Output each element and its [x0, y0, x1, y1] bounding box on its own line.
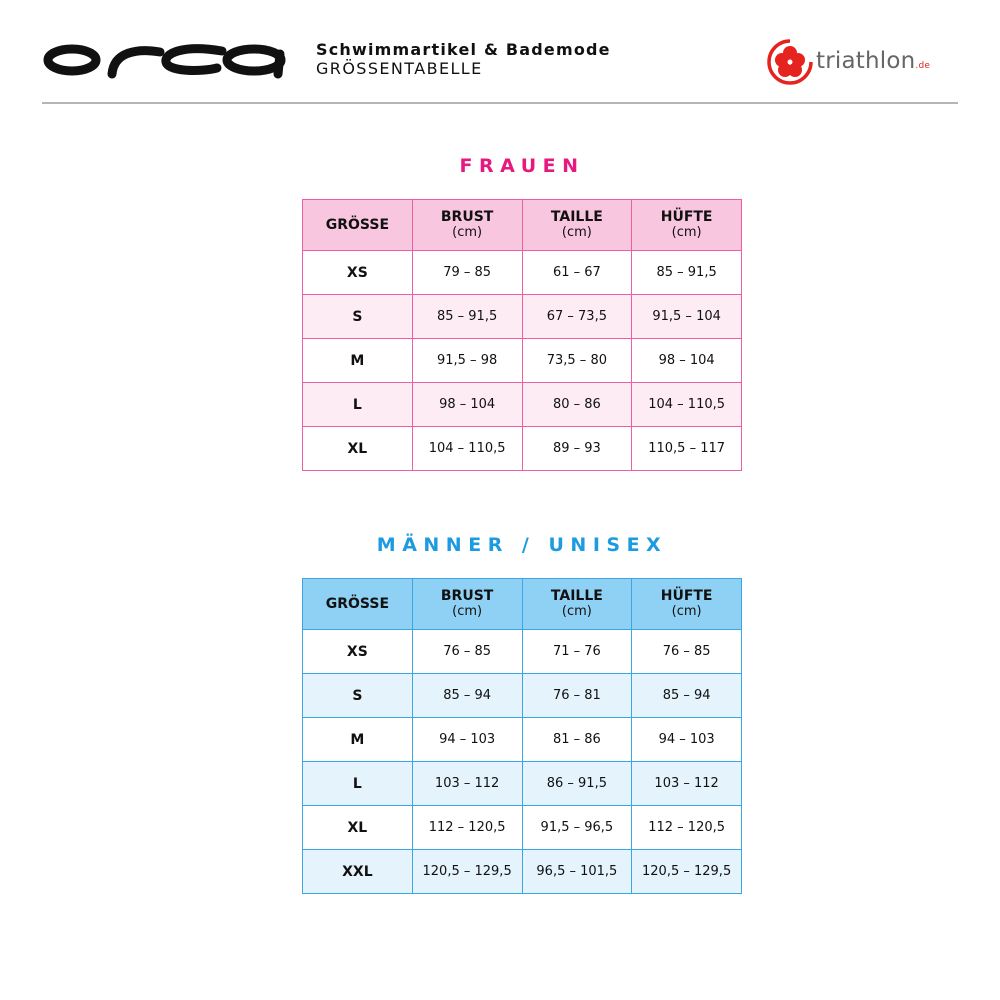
- column-header: HÜFTE (cm): [631, 199, 742, 251]
- column-unit: (cm): [452, 604, 483, 619]
- measurement-cell: 96,5 – 101,5: [521, 849, 633, 894]
- table-row: S 85 – 94 76 – 81 85 – 94: [302, 673, 742, 718]
- size-cell: XXL: [302, 849, 413, 894]
- size-cell: S: [302, 294, 413, 339]
- column-unit: (cm): [561, 604, 592, 619]
- men-section-title: MÄNNER / UNISEX: [376, 534, 668, 556]
- column-label: HÜFTE: [660, 209, 713, 225]
- column-label: BRUST: [440, 209, 494, 225]
- measurement-cell: 94 – 103: [631, 717, 742, 762]
- measurement-cell: 120,5 – 129,5: [631, 849, 742, 894]
- men-size-table: GRÖSSE BRUST (cm) TAILLE (cm) HÜFTE (cm) XS 76 –…: [302, 578, 742, 894]
- subtitle-line2: GRÖSSENTABELLE: [316, 59, 483, 78]
- table-row: M 91,5 – 98 73,5 – 80 98 – 104: [302, 338, 742, 383]
- column-label: GRÖSSE: [325, 596, 390, 612]
- measurement-cell: 104 – 110,5: [411, 426, 523, 471]
- measurement-cell: 91,5 – 98: [411, 338, 523, 383]
- size-cell: M: [302, 338, 413, 383]
- column-header: GRÖSSE: [302, 578, 413, 630]
- column-unit: (cm): [671, 225, 702, 240]
- measurement-cell: 103 – 112: [631, 761, 742, 806]
- header-divider: [42, 102, 958, 104]
- table-row: S 85 – 91,5 67 – 73,5 91,5 – 104: [302, 294, 742, 339]
- measurement-cell: 73,5 – 80: [521, 338, 633, 383]
- column-label: TAILLE: [550, 588, 603, 604]
- size-cell: XL: [302, 805, 413, 850]
- measurement-cell: 80 – 86: [521, 382, 633, 427]
- measurement-cell: 110,5 – 117: [631, 426, 742, 471]
- measurement-cell: 81 – 86: [521, 717, 633, 762]
- column-unit: (cm): [452, 225, 483, 240]
- column-label: BRUST: [440, 588, 494, 604]
- partner-suffix: .de: [915, 61, 931, 71]
- table-row: XS 76 – 85 71 – 76 76 – 85: [302, 629, 742, 674]
- column-unit: (cm): [561, 225, 592, 240]
- measurement-cell: 89 – 93: [521, 426, 633, 471]
- women-section-title: FRAUEN: [459, 155, 585, 177]
- partner-word: triathlon: [816, 48, 916, 74]
- column-header: BRUST (cm): [411, 578, 523, 630]
- women-size-table: GRÖSSE BRUST (cm) TAILLE (cm) HÜFTE (cm) XS 79 –…: [302, 199, 742, 471]
- table-row: XS 79 – 85 61 – 67 85 – 91,5: [302, 250, 742, 295]
- hibiscus-flower-icon: [767, 39, 813, 85]
- column-header: TAILLE (cm): [521, 578, 633, 630]
- size-cell: XS: [302, 250, 413, 295]
- column-header: BRUST (cm): [411, 199, 523, 251]
- measurement-cell: 98 – 104: [411, 382, 523, 427]
- measurement-cell: 67 – 73,5: [521, 294, 633, 339]
- measurement-cell: 71 – 76: [521, 629, 633, 674]
- measurement-cell: 61 – 67: [521, 250, 633, 295]
- measurement-cell: 104 – 110,5: [631, 382, 742, 427]
- measurement-cell: 86 – 91,5: [521, 761, 633, 806]
- subtitle-line1: Schwimmartikel & Bademode: [316, 40, 611, 59]
- header-subtitle: Schwimmartikel & Bademode GRÖSSENTABELLE: [316, 40, 611, 78]
- column-header: HÜFTE (cm): [631, 578, 742, 630]
- orca-logo: [43, 44, 286, 79]
- column-label: HÜFTE: [660, 588, 713, 604]
- table-row: M 94 – 103 81 – 86 94 – 103: [302, 717, 742, 762]
- table-row: XXL 120,5 – 129,5 96,5 – 101,5 120,5 – 129,…: [302, 849, 742, 894]
- table-row: XL 112 – 120,5 91,5 – 96,5 112 – 120,5: [302, 805, 742, 850]
- measurement-cell: 85 – 91,5: [411, 294, 523, 339]
- table-row: XL 104 – 110,5 89 – 93 110,5 – 117: [302, 426, 742, 471]
- measurement-cell: 85 – 94: [631, 673, 742, 718]
- column-label: GRÖSSE: [325, 217, 390, 233]
- measurement-cell: 91,5 – 96,5: [521, 805, 633, 850]
- triathlon-logo: triathlon.de: [766, 38, 966, 88]
- column-header: TAILLE (cm): [521, 199, 633, 251]
- measurement-cell: 103 – 112: [411, 761, 523, 806]
- column-header: GRÖSSE: [302, 199, 413, 251]
- table-header-row: GRÖSSE BRUST (cm) TAILLE (cm) HÜFTE (cm): [302, 199, 742, 251]
- table-header-row: GRÖSSE BRUST (cm) TAILLE (cm) HÜFTE (cm): [302, 578, 742, 630]
- size-cell: XL: [302, 426, 413, 471]
- measurement-cell: 79 – 85: [411, 250, 523, 295]
- table-row: L 103 – 112 86 – 91,5 103 – 112: [302, 761, 742, 806]
- measurement-cell: 76 – 85: [411, 629, 523, 674]
- size-cell: L: [302, 382, 413, 427]
- size-cell: S: [302, 673, 413, 718]
- measurement-cell: 120,5 – 129,5: [411, 849, 523, 894]
- measurement-cell: 91,5 – 104: [631, 294, 742, 339]
- measurement-cell: 76 – 81: [521, 673, 633, 718]
- size-cell: L: [302, 761, 413, 806]
- size-cell: M: [302, 717, 413, 762]
- size-cell: XS: [302, 629, 413, 674]
- measurement-cell: 112 – 120,5: [411, 805, 523, 850]
- column-label: TAILLE: [550, 209, 603, 225]
- measurement-cell: 112 – 120,5: [631, 805, 742, 850]
- measurement-cell: 85 – 91,5: [631, 250, 742, 295]
- measurement-cell: 94 – 103: [411, 717, 523, 762]
- measurement-cell: 76 – 85: [631, 629, 742, 674]
- column-unit: (cm): [671, 604, 702, 619]
- measurement-cell: 98 – 104: [631, 338, 742, 383]
- measurement-cell: 85 – 94: [411, 673, 523, 718]
- table-row: L 98 – 104 80 – 86 104 – 110,5: [302, 382, 742, 427]
